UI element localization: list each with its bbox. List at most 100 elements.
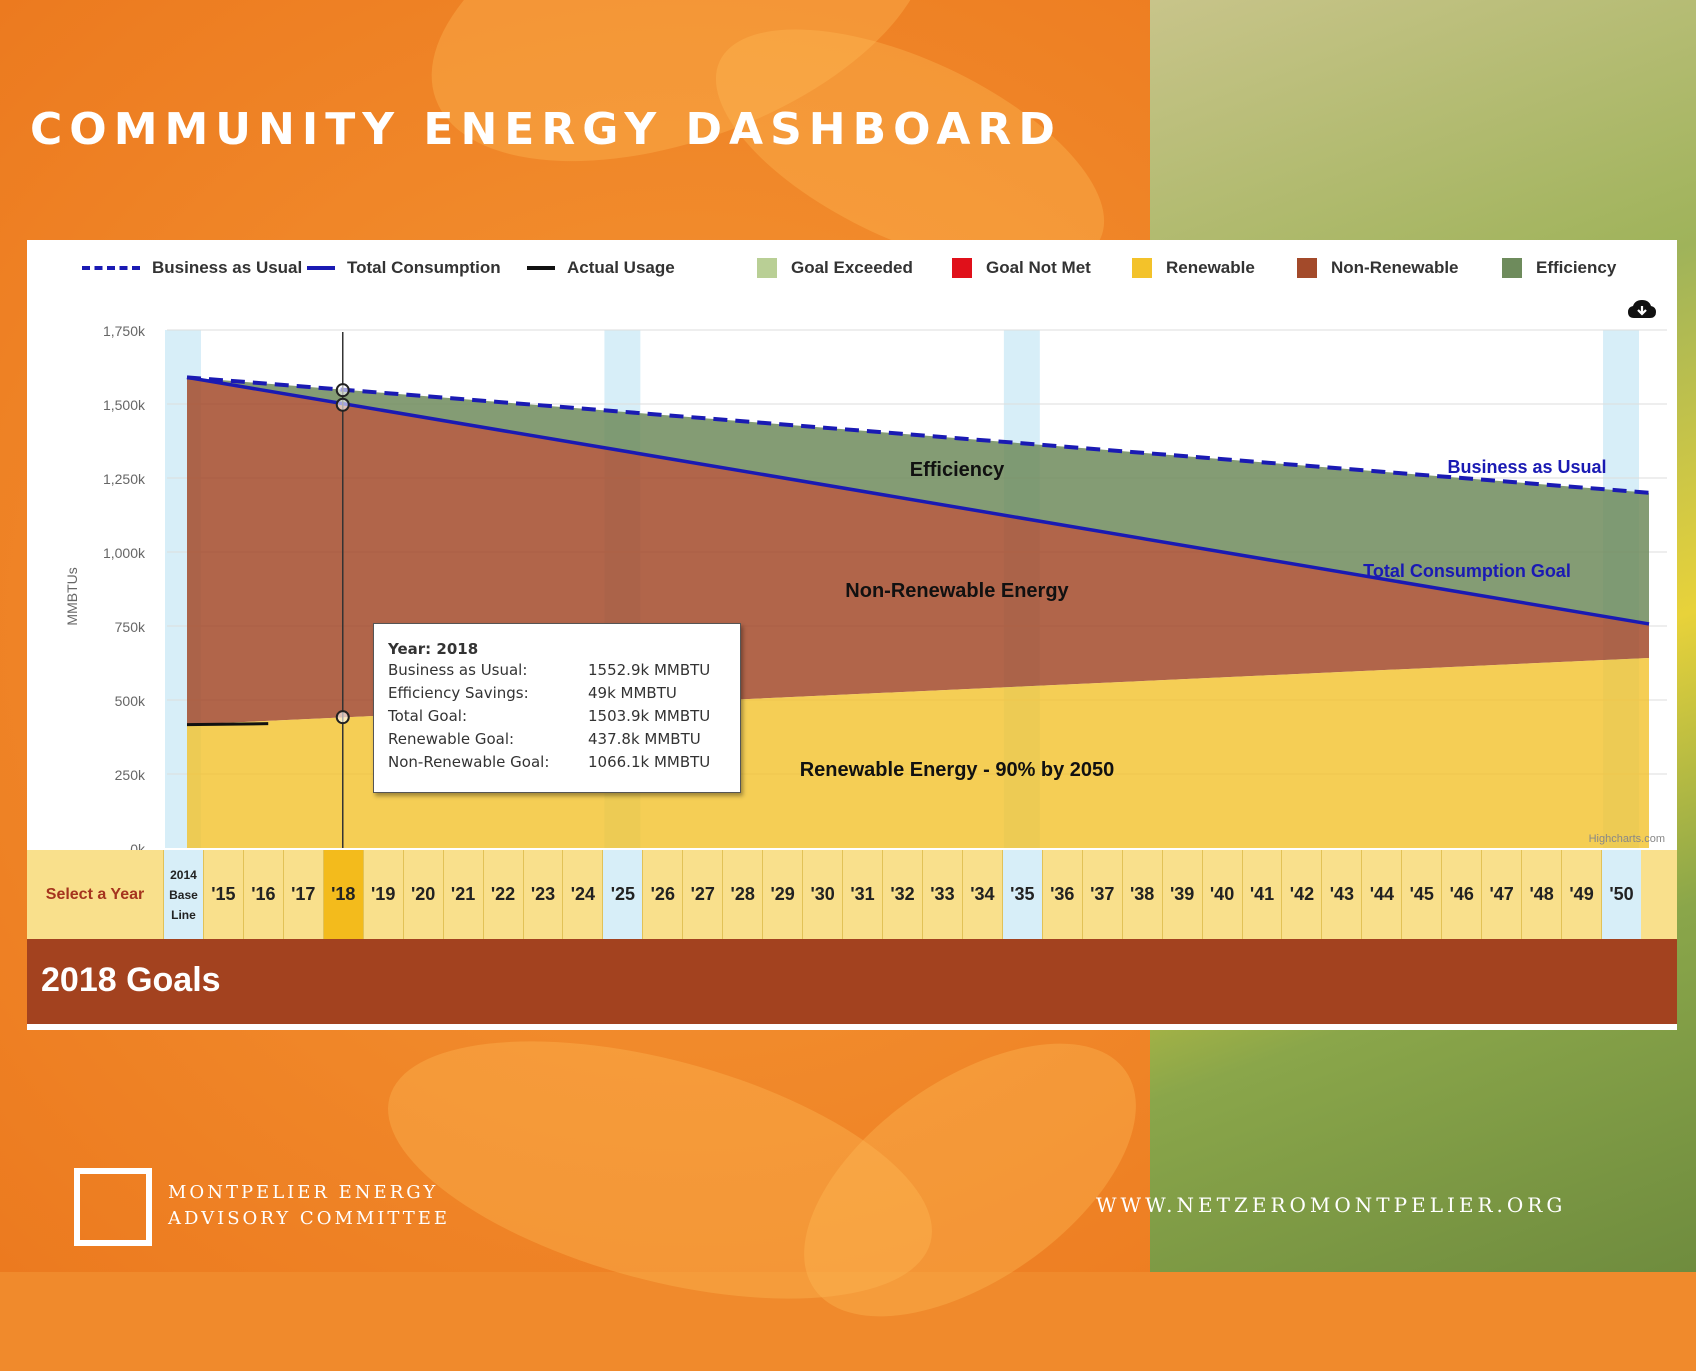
tooltip-value: 1503.9k MMBTU — [588, 707, 711, 725]
y-tick-label: 1,250k — [103, 471, 146, 487]
legend-swatch — [1502, 258, 1522, 278]
chart-legend: Business as Usual Total Consumption Actual… — [27, 240, 1677, 298]
y-tick-label: 1,750k — [103, 323, 146, 339]
legend-item-goal-exceeded[interactable]: Goal Exceeded — [757, 256, 913, 280]
year-cell[interactable]: '49 — [1561, 850, 1601, 939]
annotation-total-consumption-goal: Total Consumption Goal — [1363, 561, 1571, 581]
year-cell[interactable]: '17 — [282, 850, 323, 939]
y-tick-label: 0k — [130, 841, 146, 850]
legend-label: Actual Usage — [567, 258, 675, 277]
year-cell[interactable]: '15 — [202, 850, 243, 939]
year-cell[interactable]: '30 — [802, 850, 842, 939]
legend-item-total-consumption[interactable]: Total Consumption — [307, 256, 501, 280]
org-name: MONTPELIER ENERGY ADVISORY COMMITTEE — [168, 1180, 450, 1232]
year-cell[interactable]: '42 — [1281, 850, 1321, 939]
tooltip-key: Renewable Goal: — [388, 730, 515, 748]
year-cell[interactable]: '28 — [722, 850, 762, 939]
year-cell[interactable]: '21 — [442, 850, 483, 939]
org-name-line2: ADVISORY COMMITTEE — [168, 1208, 451, 1229]
tooltip-row: Total Goal: 1503.9k MMBTU — [388, 707, 740, 730]
year-selector: Select a Year 2014 Base Line '15'16'17'18… — [27, 850, 1677, 939]
year-cell[interactable]: '20 — [402, 850, 443, 939]
year-cell[interactable]: '26 — [642, 850, 682, 939]
y-axis-label: MMBTUs — [64, 567, 80, 625]
legend-item-non-renewable[interactable]: Non-Renewable — [1297, 256, 1459, 280]
org-logo — [74, 1168, 152, 1246]
tooltip-row: Renewable Goal: 437.8k MMBTU — [388, 730, 740, 753]
legend-label: Business as Usual — [152, 258, 303, 277]
year-cell[interactable]: '31 — [842, 850, 882, 939]
year-cell[interactable]: '44 — [1361, 850, 1401, 939]
tooltip-key: Business as Usual: — [388, 661, 528, 679]
legend-label: Efficiency — [1536, 258, 1617, 277]
highcharts-credit: Highcharts.com — [1589, 833, 1665, 845]
year-cell[interactable]: '35 — [1001, 850, 1042, 939]
year-cell[interactable]: '27 — [682, 850, 722, 939]
year-cell[interactable]: '43 — [1321, 850, 1361, 939]
year-cell[interactable]: '46 — [1441, 850, 1481, 939]
total-consumption-line — [186, 375, 1650, 626]
annotation-efficiency: Efficiency — [910, 459, 1005, 481]
tooltip-key: Total Goal: — [388, 707, 468, 725]
year-cell[interactable]: '16 — [242, 850, 283, 939]
tooltip-key: Non-Renewable Goal: — [388, 753, 550, 771]
renewable-point-marker — [335, 710, 350, 725]
year-cell[interactable]: '34 — [961, 850, 1002, 939]
bau-point-marker — [335, 383, 350, 398]
legend-dash-marker — [82, 266, 140, 270]
download-cloud-icon[interactable] — [1627, 298, 1657, 322]
page-title: COMMUNITY ENERGY DASHBOARD — [30, 104, 1062, 155]
year-cell[interactable]: '19 — [362, 850, 403, 939]
goals-title: 2018 Goals — [41, 961, 221, 999]
year-cell[interactable]: '45 — [1401, 850, 1441, 939]
tooltip-row: Non-Renewable Goal: 1066.1k MMBTU — [388, 753, 740, 776]
year-cell[interactable]: '38 — [1121, 850, 1162, 939]
renewable-area — [187, 657, 1649, 848]
year-cell[interactable]: '24 — [562, 850, 602, 939]
year-cell[interactable]: '32 — [882, 850, 922, 939]
select-year-label: Select a Year — [45, 885, 145, 903]
legend-swatch — [952, 258, 972, 278]
tooltip-value: 1066.1k MMBTU — [588, 753, 711, 771]
tooltip-key: Efficiency Savings: — [388, 684, 529, 702]
year-cell[interactable]: '36 — [1041, 850, 1082, 939]
legend-item-goal-not-met[interactable]: Goal Not Met — [952, 256, 1091, 280]
legend-swatch — [1132, 258, 1152, 278]
legend-swatch — [757, 258, 777, 278]
tooltip-value: 1552.9k MMBTU — [588, 661, 711, 679]
legend-label: Non-Renewable — [1331, 258, 1459, 277]
chart-tooltip: Year: 2018 Business as Usual: 1552.9k MMB… — [373, 623, 741, 793]
year-cell[interactable]: '48 — [1521, 850, 1561, 939]
year-cell[interactable]: '23 — [522, 850, 563, 939]
year-cell[interactable]: '33 — [921, 850, 962, 939]
year-cell[interactable]: '37 — [1081, 850, 1122, 939]
legend-item-renewable[interactable]: Renewable — [1132, 256, 1255, 280]
legend-item-business-as-usual[interactable]: Business as Usual — [82, 256, 302, 280]
org-name-line1: MONTPELIER ENERGY — [168, 1182, 439, 1203]
year-cell[interactable]: '40 — [1201, 850, 1242, 939]
legend-label: Total Consumption — [347, 258, 501, 277]
year-cell[interactable]: '18 — [322, 850, 363, 939]
year-cell[interactable]: '29 — [762, 850, 802, 939]
y-tick-label: 1,000k — [103, 545, 146, 561]
annotation-non-renewable: Non-Renewable Energy — [845, 580, 1069, 602]
year-cell[interactable]: '25 — [602, 850, 643, 939]
legend-label: Goal Exceeded — [791, 258, 913, 277]
footer-url[interactable]: WWW.NETZEROMONTPELIER.ORG — [1096, 1193, 1567, 1217]
legend-item-actual-usage[interactable]: Actual Usage — [527, 256, 675, 280]
y-tick-label: 500k — [115, 693, 146, 709]
tooltip-value: 437.8k MMBTU — [588, 730, 701, 748]
y-tick-label: 250k — [115, 767, 146, 783]
legend-item-efficiency[interactable]: Efficiency — [1502, 256, 1616, 280]
legend-swatch — [1297, 258, 1317, 278]
year-cell[interactable]: '39 — [1161, 850, 1202, 939]
dashboard-panel: Business as Usual Total Consumption Actual… — [27, 240, 1677, 1030]
year-cell[interactable]: '47 — [1481, 850, 1521, 939]
year-cell[interactable]: '50 — [1601, 850, 1641, 939]
year-cell[interactable]: '22 — [482, 850, 523, 939]
year-cell-base-line[interactable]: 2014 Base Line — [163, 850, 203, 939]
total-point-marker — [335, 397, 350, 412]
tooltip-row: Efficiency Savings: 49k MMBTU — [388, 684, 740, 707]
year-cell[interactable]: '41 — [1241, 850, 1282, 939]
legend-line-marker — [527, 266, 555, 270]
